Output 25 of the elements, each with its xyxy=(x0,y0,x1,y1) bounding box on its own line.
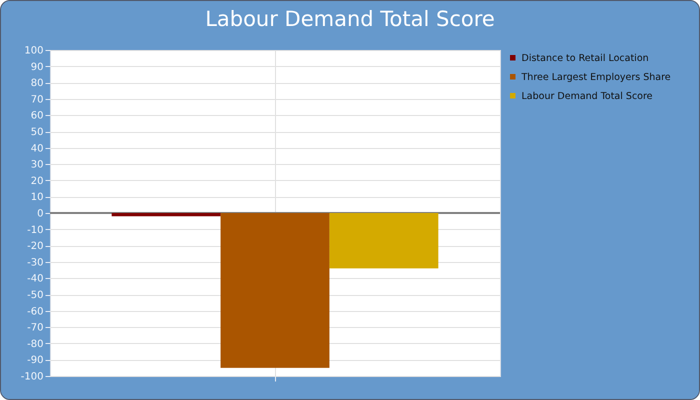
y-tick-label: 80 xyxy=(30,78,44,90)
y-tick-label: -30 xyxy=(27,257,44,268)
chart-title: Labour Demand Total Score xyxy=(205,7,495,31)
y-tick-label: -90 xyxy=(27,355,44,366)
y-tick-label: -40 xyxy=(27,274,44,285)
y-tick-label: -100 xyxy=(20,372,44,382)
y-tick-label: -80 xyxy=(27,338,44,350)
legend-label: Labour Demand Total Score xyxy=(522,90,653,102)
y-tick-label: -70 xyxy=(27,322,44,334)
y-tick-label: 10 xyxy=(30,192,44,204)
y-tick-label: -20 xyxy=(27,241,44,252)
y-tick-label: 70 xyxy=(30,94,44,106)
y-tick-label: 20 xyxy=(30,176,44,187)
y-tick-label: 40 xyxy=(30,143,44,154)
y-tick-label: 0 xyxy=(37,208,44,220)
y-tick-label: 60 xyxy=(30,110,44,122)
y-tick-label: -60 xyxy=(27,306,44,318)
legend-label: Distance to Retail Location xyxy=(522,52,649,64)
y-tick-label: 30 xyxy=(30,160,44,171)
y-tick-label: 100 xyxy=(24,46,44,56)
y-tick-label: 50 xyxy=(30,127,44,138)
y-tick-label: 90 xyxy=(30,62,44,73)
legend-label: Three Largest Employers Share xyxy=(520,72,671,83)
y-tick-label: -50 xyxy=(27,290,44,301)
y-tick-label: -10 xyxy=(27,224,44,236)
